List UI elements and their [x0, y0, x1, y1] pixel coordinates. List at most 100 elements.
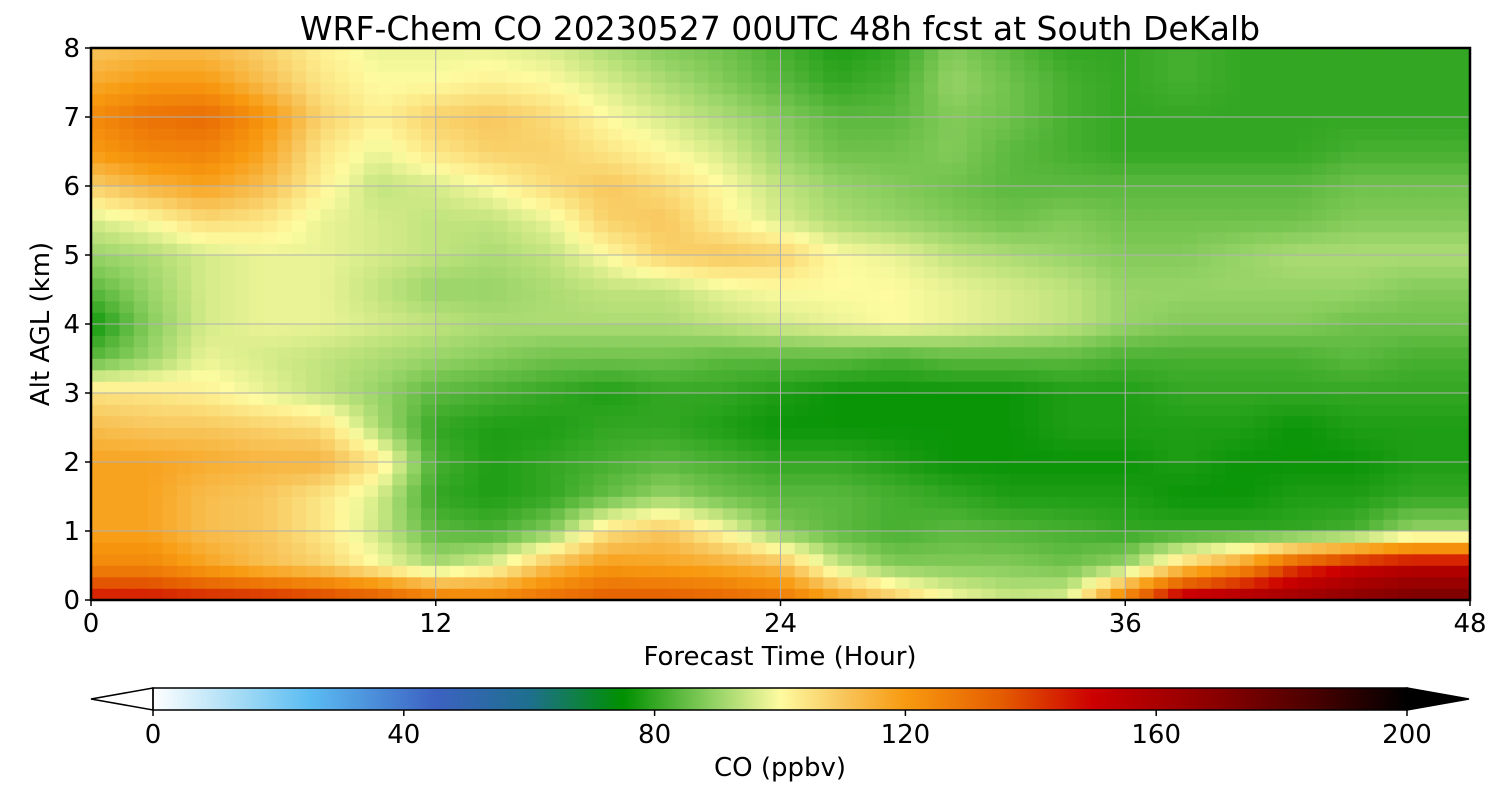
heat-cell: [306, 553, 322, 566]
heat-cell: [550, 116, 566, 129]
heat-cell: [205, 139, 221, 152]
heat-cell: [492, 254, 508, 267]
heat-cell: [579, 576, 595, 589]
heat-cell: [679, 116, 695, 129]
heat-cell: [1254, 438, 1270, 451]
heat-cell: [1326, 427, 1342, 440]
heat-cell: [377, 174, 393, 187]
heat-cell: [737, 220, 753, 233]
heat-cell: [1038, 519, 1054, 532]
heat-cell: [91, 312, 106, 325]
heat-cell: [622, 162, 638, 175]
heat-cell: [1139, 139, 1155, 152]
heat-cell: [1110, 438, 1126, 451]
heat-cell: [320, 404, 336, 417]
heat-cell: [722, 473, 738, 486]
heat-cell: [909, 530, 925, 543]
heat-cell: [1412, 588, 1428, 600]
heat-cell: [564, 70, 580, 83]
heat-cell: [895, 312, 911, 325]
heat-cell: [248, 220, 264, 233]
heat-cell: [105, 266, 121, 279]
heat-cell: [1397, 427, 1413, 440]
heat-cell: [306, 335, 322, 348]
heat-cell: [823, 231, 839, 244]
heat-cell: [1297, 346, 1313, 359]
heat-cell: [464, 231, 480, 244]
heat-cell: [1153, 174, 1169, 187]
heat-cell: [1426, 427, 1442, 440]
heat-cell: [751, 70, 767, 83]
heat-cell: [1038, 335, 1054, 348]
heat-cell: [1168, 450, 1184, 463]
heat-cell: [765, 369, 781, 382]
heat-cell: [593, 392, 609, 405]
heat-cell: [277, 381, 293, 394]
heat-cell: [622, 220, 638, 233]
heat-cell: [191, 59, 207, 72]
heat-cell: [306, 369, 322, 382]
heat-cell: [737, 576, 753, 589]
heat-cell: [1311, 243, 1327, 256]
heat-cell: [665, 266, 681, 279]
heat-cell: [1268, 565, 1284, 578]
heat-cell: [1354, 174, 1370, 187]
heat-cell: [1297, 266, 1313, 279]
heat-cell: [1010, 335, 1025, 348]
heat-cell: [966, 151, 982, 164]
heat-cell: [277, 461, 293, 474]
heat-cell: [334, 197, 350, 210]
heat-cell: [219, 82, 235, 95]
heat-cell: [765, 116, 781, 129]
heat-cell: [622, 128, 638, 141]
heat-cell: [277, 323, 293, 336]
heat-cell: [1010, 565, 1025, 578]
heat-cell: [952, 208, 968, 221]
heat-cell: [392, 553, 408, 566]
heat-cell: [1110, 243, 1126, 256]
heat-cell: [1311, 300, 1327, 313]
heat-cell: [148, 588, 164, 600]
heat-cell: [607, 116, 623, 129]
heat-cell: [406, 450, 422, 463]
heat-cell: [751, 346, 767, 359]
heat-cell: [636, 358, 652, 371]
heat-cell: [105, 381, 121, 394]
heat-cell: [1297, 335, 1313, 348]
heat-cell: [1110, 381, 1126, 394]
heat-cell: [1211, 473, 1227, 486]
heat-cell: [1211, 530, 1227, 543]
heat-cell: [1239, 82, 1255, 95]
heat-cell: [1311, 151, 1327, 164]
heat-cell: [478, 565, 494, 578]
heat-cell: [205, 48, 221, 60]
heat-cell: [794, 358, 810, 371]
heat-cell: [938, 335, 954, 348]
heat-cell: [1196, 369, 1212, 382]
heat-cell: [421, 392, 437, 405]
heat-cell: [363, 139, 379, 152]
heat-cell: [679, 450, 695, 463]
heat-cell: [219, 197, 235, 210]
heat-cell: [105, 358, 121, 371]
heat-cell: [1440, 105, 1456, 118]
heat-cell: [1038, 185, 1054, 198]
heat-cell: [837, 381, 853, 394]
heat-cell: [1024, 450, 1040, 463]
heat-cell: [1340, 588, 1356, 600]
heat-cell: [1326, 392, 1342, 405]
heat-cell: [780, 312, 796, 325]
heat-cell: [981, 220, 997, 233]
heat-cell: [1282, 381, 1298, 394]
heat-cell: [148, 289, 164, 302]
heat-cell: [1081, 335, 1097, 348]
heat-cell: [119, 530, 135, 543]
heat-cell: [521, 300, 537, 313]
heat-cell: [406, 553, 422, 566]
heat-cell: [507, 243, 523, 256]
heat-cell: [263, 392, 279, 405]
heat-cell: [564, 507, 580, 520]
y-axis-label: Alt AGL (km): [26, 242, 56, 406]
heat-cell: [1010, 358, 1025, 371]
heat-cell: [1369, 289, 1385, 302]
